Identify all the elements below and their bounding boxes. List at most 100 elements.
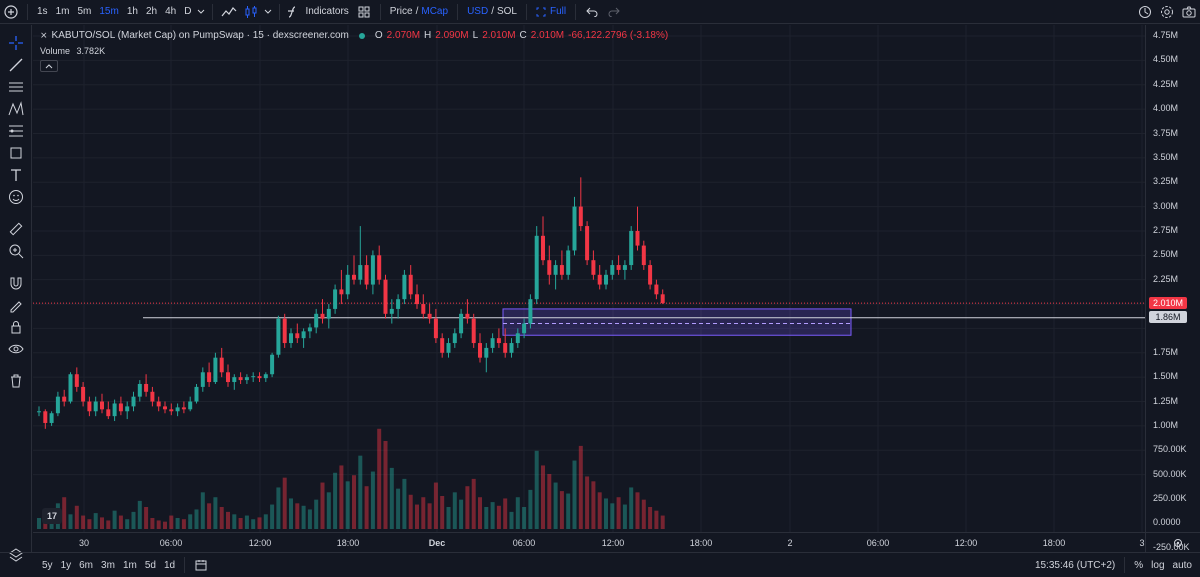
crosshair-icon[interactable] [5,33,27,53]
interval-1h[interactable]: 1h [126,6,138,17]
candle-body [641,245,646,266]
quick-search-icon[interactable] [1134,0,1156,24]
volume-bar [87,519,92,529]
percent-toggle[interactable]: % [1134,559,1144,571]
chevron-down-icon[interactable] [262,0,274,24]
mcap-option[interactable]: MCap [421,6,449,17]
candle-body [81,386,86,402]
range-1d[interactable]: 1d [163,559,176,571]
close-value: 2.010M [530,30,565,41]
line-chart-icon[interactable] [218,0,240,24]
rectangle-tool-icon[interactable] [5,143,27,163]
axis-settings-corner[interactable] [1145,532,1200,552]
volume-bar [289,498,293,529]
volume-bar [169,515,174,529]
volume-bar [641,499,646,529]
volume-legend: Volume 3.782K [40,46,105,56]
emoji-icon[interactable] [5,187,27,207]
indicators-button[interactable]: Indicators [305,6,349,17]
lock-icon[interactable] [5,317,27,337]
trash-icon[interactable] [5,371,27,391]
magnet-icon[interactable] [5,273,27,293]
candle-body [352,274,356,280]
price-option[interactable]: Price [389,6,413,17]
candle-body [377,255,382,280]
settings-gear-icon[interactable] [1156,0,1178,24]
interval-1m[interactable]: 1m [55,6,70,17]
add-symbol-icon[interactable] [0,0,22,24]
chevron-down-icon[interactable] [195,0,207,24]
price-chart[interactable] [33,25,1145,532]
date-range-icon[interactable] [190,553,212,577]
clock-timezone[interactable]: 15:35:46 (UTC+2) [1034,559,1116,571]
candle-body [219,357,224,373]
volume-bar [415,504,419,529]
price-mcap-toggle[interactable]: Price / MCap [386,0,452,24]
time-axis[interactable] [33,532,1145,552]
zoom-in-icon[interactable] [5,241,27,261]
interval-d[interactable]: D [184,6,192,17]
candle-body [207,372,212,383]
candle-body [55,396,60,414]
candle-body [534,235,539,300]
volume-bar [629,487,634,529]
undo-icon[interactable] [581,0,603,24]
candles-icon[interactable] [240,0,262,24]
price-axis[interactable] [1145,25,1200,532]
sol-option[interactable]: SOL [496,6,517,17]
volume-bar [314,499,319,529]
symbol-chevron-icon[interactable]: ⨯ [40,30,48,40]
volume-bar [654,510,659,529]
range-6m[interactable]: 6m [79,559,94,571]
candle-body [396,299,401,309]
range-3m[interactable]: 3m [101,559,115,571]
interval-15m[interactable]: 15m [99,6,119,17]
interval-1s[interactable]: 1s [37,6,48,17]
symbol-title[interactable]: KABUTO/SOL (Market Cap) on PumpSwap · 15… [51,30,349,41]
range-5d[interactable]: 5d [144,559,156,571]
volume-bar [106,520,111,529]
trend-line-icon[interactable] [5,55,27,75]
layout-grid-icon[interactable] [353,0,375,24]
range-1m[interactable]: 1m [122,559,137,571]
candle-body [616,265,621,270]
auto-toggle[interactable]: auto [1172,559,1192,571]
candle-body [553,265,558,275]
candle-body [383,279,388,314]
time-axis-label: 30 [78,538,90,548]
candle-body [131,396,136,407]
interval-4h[interactable]: 4h [165,6,177,17]
fullscreen-icon [536,7,546,16]
eye-icon[interactable] [5,339,27,359]
full-button[interactable]: Full [532,0,570,24]
candle-body [496,338,501,344]
usd-option[interactable]: USD [467,6,489,17]
layers-icon[interactable] [5,545,27,565]
interval-5m[interactable]: 5m [77,6,92,17]
candle-body [100,401,104,410]
candle-body [591,260,596,275]
candle-body [320,313,325,319]
collapse-legend-button[interactable] [40,60,58,72]
text-tool-icon[interactable] [5,165,27,185]
slash-separator: / [415,6,419,17]
ruler-icon[interactable] [5,219,27,239]
volume-bar [301,505,306,529]
indicators-icon[interactable] [285,0,301,24]
volume-bar [597,492,602,529]
log-toggle[interactable]: log [1151,559,1165,571]
tradingview-logo[interactable]: 17 [42,508,62,524]
candle-body [547,260,552,275]
range-1y[interactable]: 1y [60,559,72,571]
snapshot-camera-icon[interactable] [1178,0,1200,24]
currency-toggle[interactable]: USD / SOL [463,0,521,24]
horizontal-lines-icon[interactable] [5,77,27,97]
range-5y[interactable]: 5y [42,559,53,571]
price-axis-label: -250.00K [1153,542,1190,552]
draw-mode-icon[interactable] [5,295,27,315]
candle-body [43,411,48,423]
interval-2h[interactable]: 2h [145,6,158,17]
redo-icon[interactable] [603,0,625,24]
fib-tool-icon[interactable] [5,121,27,141]
pattern-tool-icon[interactable] [5,99,27,119]
